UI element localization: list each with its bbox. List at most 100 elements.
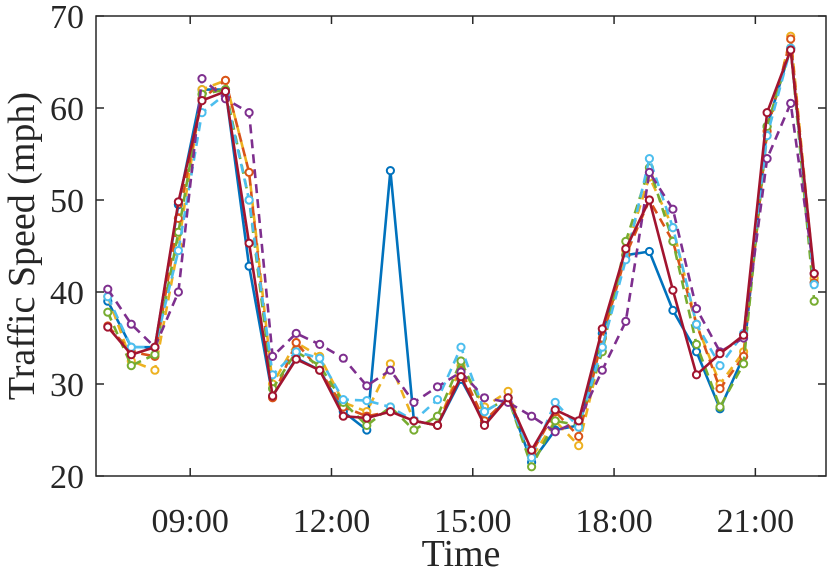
data-point [762,108,772,118]
series-1 [103,43,819,467]
data-point [291,328,301,338]
data-point [550,397,560,407]
data-point [409,416,419,426]
series-5 [103,43,819,463]
data-point [762,154,772,164]
data-point [644,154,655,164]
series-line [106,34,816,459]
data-point [621,244,631,254]
data-point [173,197,183,207]
data-point [550,427,560,437]
data-point [456,342,466,352]
series-line [106,46,816,469]
data-point [315,353,325,363]
data-point [315,339,325,349]
data-point [597,365,607,375]
data-point [668,305,678,315]
series-7 [103,45,819,455]
series-3 [103,34,819,458]
tick-layer: 09:00 12:00 15:00 18:00 21:00 20 30 40 50 60 70 [50,0,826,540]
y-axis-label: Traffic Speed (mph) [1,92,43,400]
data-point [574,431,584,441]
data-point [126,361,136,371]
series-layer [103,31,819,472]
data-point [456,372,466,382]
data-point [220,75,231,86]
data-point [362,420,372,430]
data-point [244,167,254,177]
data-point [338,411,348,421]
data-point [197,96,207,106]
x-axis-label: Time [422,533,501,571]
y-tick-label: 50 [50,183,84,220]
series-line [106,37,816,455]
y-tick-label: 40 [50,275,84,312]
data-point [809,269,819,279]
data-point [668,204,678,214]
data-point [691,370,702,380]
data-point [527,411,537,421]
data-point [479,393,490,403]
data-point [739,330,749,340]
data-point [103,284,113,294]
data-point [315,365,325,375]
data-point [691,319,702,329]
series-line [106,48,816,452]
data-point [644,167,655,177]
data-point [150,350,160,360]
data-point [197,74,207,84]
data-point [809,296,819,306]
data-point [409,397,419,407]
data-point [691,339,702,349]
data-point [715,361,725,371]
data-point [527,462,537,472]
x-tick-label: 12:00 [293,503,370,540]
data-point [338,395,348,405]
data-point [786,98,796,109]
data-point [644,195,655,205]
y-tick-label: 30 [50,367,84,404]
data-point [715,349,725,359]
data-point [409,425,419,435]
data-point [126,350,136,360]
data-point [268,391,278,401]
data-point [385,365,395,375]
data-point [668,285,678,295]
data-point [362,413,372,423]
series-line [106,46,816,459]
data-point [597,342,607,352]
data-point [362,396,372,406]
data-point [244,108,254,118]
data-point [268,351,278,361]
data-point [668,223,678,233]
data-point [644,246,655,257]
series-line [106,46,816,464]
data-point [503,393,513,403]
data-point [150,365,160,375]
data-point [220,86,231,97]
data-point [385,407,395,417]
data-point [550,416,560,426]
data-point [739,359,749,369]
x-tick-label: 21:00 [717,503,794,540]
data-point [103,307,113,317]
data-point [621,316,631,326]
data-point [338,353,348,363]
y-tick-label: 70 [50,0,84,36]
data-point [550,405,560,415]
data-point [691,304,702,314]
data-point [527,453,537,463]
data-point [574,416,584,426]
data-point [291,347,301,357]
x-tick-label: 18:00 [575,503,652,540]
data-point [150,342,160,352]
data-point [786,34,796,44]
data-point [479,407,490,417]
data-point [432,382,443,392]
data-point [244,238,254,248]
data-point [385,166,395,176]
data-point [479,420,490,430]
data-point [809,280,819,290]
data-point [173,287,183,297]
